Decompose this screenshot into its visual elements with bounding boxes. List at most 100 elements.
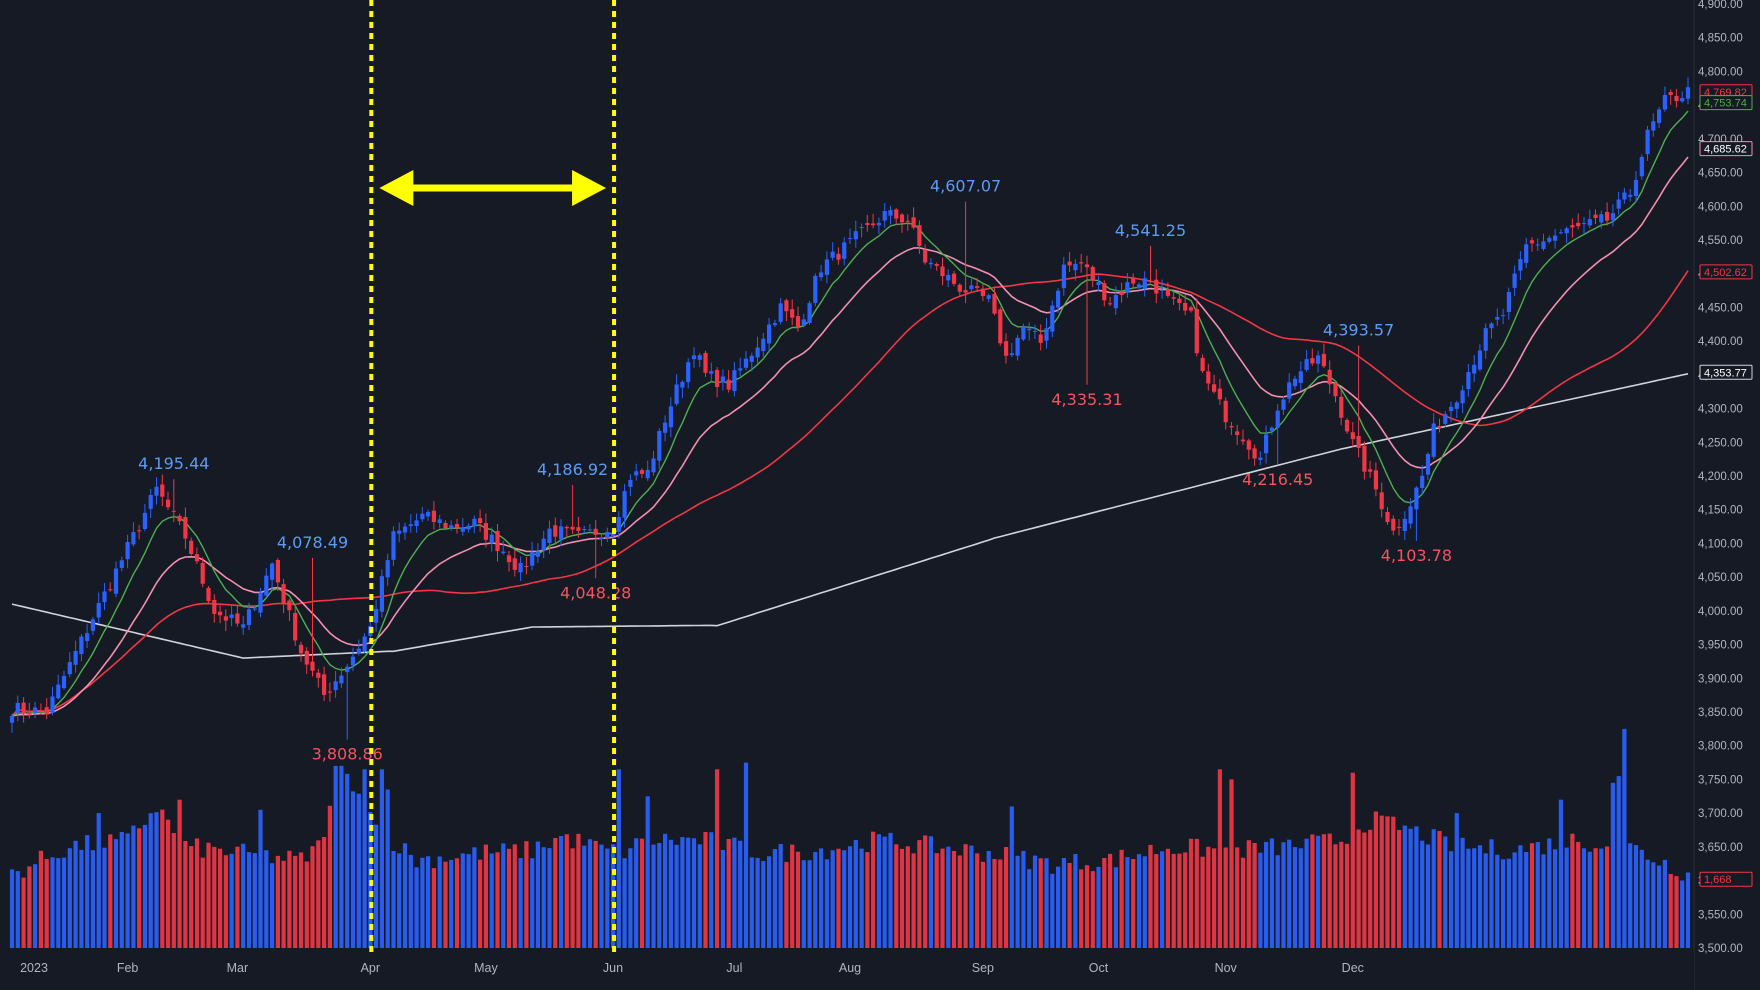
candle-body: [686, 362, 691, 383]
volume-bar: [934, 853, 939, 948]
candle-body: [1639, 156, 1644, 177]
price-badge-label: 4,502.62: [1704, 267, 1747, 279]
candle-body: [56, 684, 61, 699]
candle: [1044, 318, 1049, 349]
candle-body: [836, 253, 841, 260]
price-badge: 4,502.62: [1699, 264, 1753, 280]
volume-bar: [975, 853, 980, 948]
volume-bar: [235, 846, 240, 948]
candle: [703, 350, 708, 377]
candle: [414, 513, 419, 533]
candle: [1564, 226, 1569, 244]
volume-bar: [1183, 852, 1188, 948]
time-tick-label: Jun: [603, 961, 623, 975]
candle-body: [270, 563, 275, 580]
candle-body: [1356, 436, 1361, 448]
volume-bar: [680, 837, 685, 948]
candle-body: [1044, 328, 1049, 341]
candle-body: [1662, 95, 1667, 110]
volume-bar: [1668, 874, 1673, 948]
price-axis[interactable]: 3,500.003,550.003,600.003,650.003,700.00…: [1693, 0, 1760, 990]
price-badge-label: 4,753.74: [1704, 98, 1747, 110]
candle: [761, 332, 766, 358]
volume-bar: [1217, 769, 1222, 948]
candle: [894, 207, 899, 226]
candle-body: [570, 526, 575, 530]
candle-body: [1633, 179, 1639, 196]
candle: [229, 604, 234, 627]
price-tick-label: 4,850.00: [1698, 33, 1743, 45]
volume-bar: [1269, 838, 1274, 948]
candle: [194, 547, 200, 564]
volume-bar: [1148, 844, 1153, 948]
candle: [1460, 385, 1465, 414]
volume-bar: [90, 850, 95, 948]
candle-body: [402, 526, 408, 533]
time-tick-label: 2023: [20, 961, 48, 975]
volume-bar: [847, 846, 853, 948]
candle: [1096, 275, 1101, 292]
candle-body: [142, 512, 147, 529]
candle-body: [246, 609, 252, 625]
candle: [1402, 511, 1407, 540]
volume-bar: [1125, 857, 1130, 948]
price-tick-label: 4,150.00: [1698, 505, 1743, 517]
candle-body: [177, 515, 182, 522]
candle: [449, 520, 454, 531]
volume-bar: [535, 841, 540, 948]
candle: [1258, 451, 1263, 466]
candle-body: [1454, 402, 1459, 409]
volume-bar: [871, 831, 876, 948]
volume-bar: [1622, 728, 1627, 948]
candle: [1616, 191, 1621, 215]
candle-body: [611, 532, 616, 537]
candle-body: [437, 519, 442, 523]
candle: [1084, 255, 1090, 385]
candle: [663, 415, 668, 442]
volume-bar: [1240, 857, 1246, 948]
candle-body: [137, 530, 142, 532]
candle-body: [1373, 470, 1378, 490]
volume-bar: [1674, 876, 1679, 948]
candle: [847, 228, 853, 244]
candle: [1489, 322, 1494, 339]
candle: [85, 624, 90, 648]
candle-body: [9, 716, 15, 723]
volume-bar: [264, 850, 269, 948]
candle-body: [651, 458, 656, 473]
candle: [587, 524, 593, 532]
volume-bar: [1339, 841, 1344, 948]
time-tick-label: Mar: [227, 961, 249, 975]
volume-bar: [287, 850, 292, 948]
candle: [1067, 252, 1072, 272]
time-axis[interactable]: 2023 Feb Mar Apr May Jun Jul Aug Sep Oct Nov Dec: [0, 952, 1694, 990]
volume-bar: [1489, 839, 1494, 948]
time-tick-label: Nov: [1215, 961, 1238, 975]
candle: [911, 207, 916, 230]
volume-bar: [131, 825, 136, 948]
price-tick-label: 3,900.00: [1698, 673, 1743, 685]
candle-body: [1564, 228, 1569, 234]
volume-bar: [761, 861, 766, 948]
volume-bar: [1512, 852, 1517, 948]
candle-body: [512, 558, 517, 570]
volume-bar: [148, 813, 153, 948]
candle-body: [1310, 358, 1315, 364]
candle: [166, 491, 171, 510]
price-annotation: 4,103.78: [1381, 546, 1452, 565]
candle: [495, 524, 500, 562]
candle: [1287, 373, 1292, 404]
volume-bar: [218, 848, 223, 948]
volume-bar: [697, 844, 702, 948]
candle: [1125, 273, 1130, 298]
candle-body: [200, 563, 205, 584]
volume-bar: [1633, 845, 1639, 948]
volume-bar: [686, 837, 691, 948]
volume-bar: [605, 848, 610, 948]
candle: [957, 283, 962, 296]
volume-bar: [1570, 833, 1575, 948]
price-tick-label: 3,700.00: [1698, 808, 1743, 820]
candle: [298, 641, 304, 662]
volume-bar: [1685, 872, 1691, 948]
